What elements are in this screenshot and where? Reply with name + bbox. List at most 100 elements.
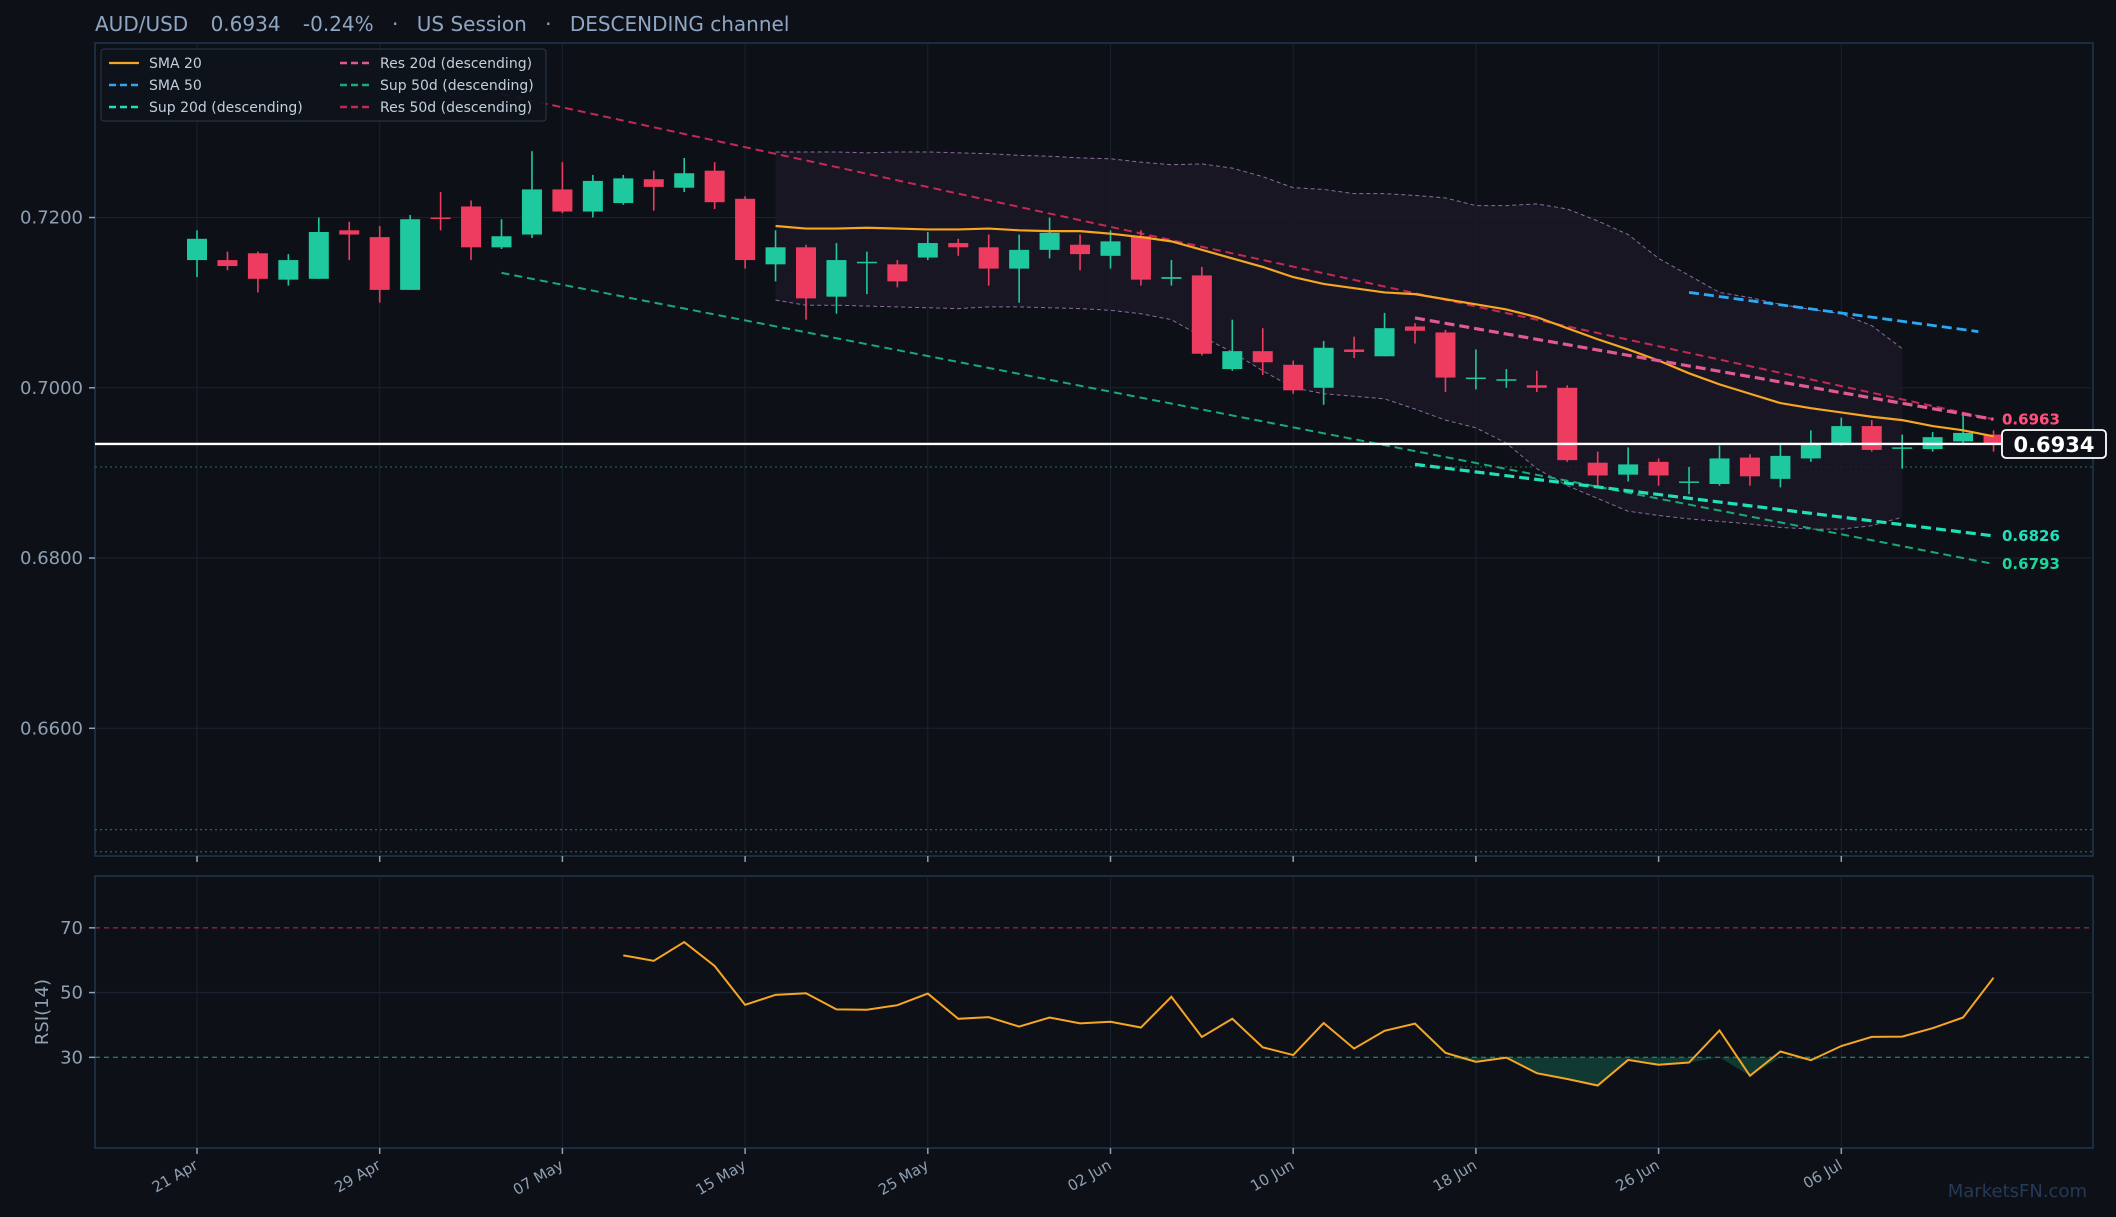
candle-body: [1861, 426, 1882, 450]
header-channel: DESCENDING channel: [570, 12, 790, 36]
candle-body: [552, 189, 573, 212]
candle-body: [1283, 364, 1304, 391]
level-label: 0.6793: [2002, 555, 2060, 573]
candle-body: [1892, 447, 1913, 449]
price-y-tick-label: 0.6600: [20, 718, 83, 739]
candle-body: [765, 247, 786, 265]
rsi-panel-frame: [94, 875, 2094, 1149]
header-sep-1: ·: [392, 12, 398, 36]
header-title: AUD/USD 0.6934 -0.24% · US Session · DES…: [95, 12, 789, 36]
legend-label: Res 20d (descending): [380, 56, 532, 72]
candle-body: [1831, 426, 1852, 444]
candle-body: [1405, 326, 1425, 331]
rsi-y-tick-label: 70: [60, 918, 83, 939]
candle-body: [1313, 347, 1334, 388]
watermark: MarketsFN.com: [1948, 1181, 2087, 1202]
legend-label: Sup 50d (descending): [380, 78, 534, 94]
candle-body: [308, 231, 329, 279]
sup-20d-line: [1414, 462, 1994, 538]
candle-body: [1465, 377, 1486, 380]
candle-body: [1252, 351, 1273, 363]
candle-body: [613, 178, 634, 204]
candle-body: [369, 237, 390, 290]
legend-label: Sup 20d (descending): [149, 100, 303, 116]
candle-body: [187, 238, 207, 261]
candle-body: [582, 180, 603, 212]
sma-20-line: [775, 224, 1994, 438]
legend: SMA 20 SMA 50 Sup 20d (descending) Res 20d …: [100, 48, 547, 122]
sup-50d-line: [501, 271, 1994, 565]
candle-body: [1191, 275, 1212, 354]
candle-body: [1587, 462, 1608, 476]
sma-50-line: [1688, 291, 1979, 333]
candle-body: [887, 264, 908, 282]
legend-label: SMA 20: [149, 56, 202, 72]
res-20d-line: [1414, 316, 1994, 421]
header-symbol: AUD/USD: [95, 12, 188, 36]
level-label: 0.6963: [2002, 410, 2060, 428]
candle-body: [1374, 328, 1395, 357]
candle-body: [1709, 458, 1730, 484]
price-y-tick-label: 0.6800: [20, 548, 83, 569]
candle-body: [461, 206, 482, 248]
candle-body: [1679, 481, 1700, 483]
candle-body: [1039, 232, 1060, 250]
candle-body: [856, 261, 877, 264]
candle-body: [674, 173, 695, 188]
header-session: US Session: [417, 12, 527, 36]
candle-body: [948, 243, 969, 248]
candle-body: [1070, 244, 1091, 255]
candle-body: [704, 170, 725, 203]
legend-label: Res 50d (descending): [380, 100, 532, 116]
rsi-y-tick-label: 50: [60, 983, 83, 1004]
candle-body: [1435, 332, 1456, 378]
band-upper-line: [775, 151, 1903, 350]
candle-body: [339, 230, 360, 235]
price-tag-box: [2001, 429, 2107, 459]
candle-body: [643, 179, 664, 187]
candle-body: [1130, 236, 1151, 280]
candle-body: [826, 260, 847, 297]
candle-body: [491, 236, 512, 248]
price-y-tick-label: 0.7200: [20, 208, 83, 229]
rsi-line: [623, 940, 1995, 1087]
candle-body: [978, 247, 999, 269]
price-y-tick-label: 0.7000: [20, 378, 83, 399]
level-label: 0.6826: [2002, 527, 2060, 545]
level-label: 0.6963: [2002, 410, 2060, 428]
rsi-panel: 70 50 30 RSI(14): [32, 875, 2094, 1149]
candle-body: [430, 217, 451, 220]
header-change: -0.24%: [303, 12, 374, 36]
candle-body: [1557, 387, 1578, 461]
candle-body: [1770, 455, 1791, 479]
candle-body: [796, 247, 816, 299]
price-tag-label: 0.6934: [2013, 433, 2094, 457]
candle-body: [1648, 461, 1669, 476]
candle-body: [1009, 249, 1030, 269]
header-sep-2: ·: [545, 12, 551, 36]
candle-body: [247, 253, 268, 279]
candle-body: [1618, 464, 1639, 475]
candle-body: [1344, 349, 1365, 353]
candle-body: [1739, 457, 1760, 477]
band-lower-line: [775, 299, 1903, 530]
price-panel: 0.72000.70000.68000.66000.69340.69630.69…: [20, 42, 2107, 862]
rsi-y-tick-label: 30: [60, 1047, 83, 1068]
header-price: 0.6934: [211, 12, 281, 36]
candle-body: [1983, 434, 2004, 444]
rsi-axis-label: RSI(14): [32, 979, 53, 1045]
candle-body: [1953, 432, 1974, 442]
candle-body: [1100, 241, 1121, 256]
candle-body: [521, 189, 542, 235]
candle-body: [735, 198, 756, 261]
candle-body: [400, 219, 421, 290]
candle-body: [1496, 379, 1517, 381]
legend-label: SMA 50: [149, 78, 202, 94]
legend-box: [100, 48, 547, 122]
res-50d-line: [501, 93, 1994, 421]
candle-body: [1800, 444, 1821, 459]
candle-body: [1161, 277, 1182, 279]
candle-body: [917, 243, 938, 258]
candle-body: [217, 260, 238, 267]
